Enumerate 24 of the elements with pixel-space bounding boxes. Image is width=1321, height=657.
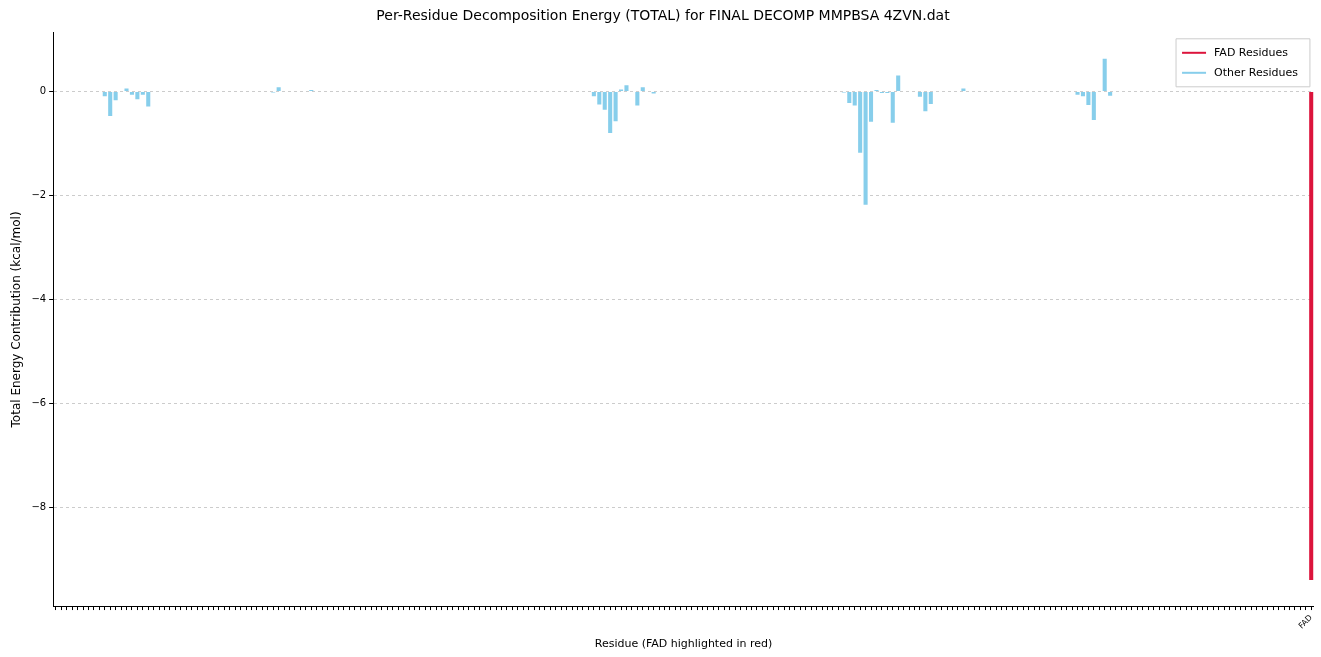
bar xyxy=(640,87,645,92)
chart-title: Per-Residue Decomposition Energy (TOTAL) for FINAL DECOMP MMPBSA 4ZVN.dat xyxy=(376,7,951,24)
bar xyxy=(1108,92,1113,96)
y-tick-label: −6 xyxy=(31,396,47,408)
bar xyxy=(124,88,129,92)
bar xyxy=(613,92,618,122)
bar xyxy=(896,75,901,92)
y-tick-label: −8 xyxy=(31,500,47,512)
bar xyxy=(1091,92,1096,121)
legend-label: Other Residues xyxy=(1214,65,1299,79)
bar xyxy=(276,87,281,92)
x-axis-title: Residue (FAD highlighted in red) xyxy=(594,637,773,651)
legend-label: FAD Residues xyxy=(1214,45,1289,59)
bar xyxy=(113,92,118,101)
y-axis-title: Total Energy Contribution (kcal/mol) xyxy=(9,211,24,429)
y-tick-label: −2 xyxy=(31,189,47,201)
y-tick-label: −4 xyxy=(31,293,47,305)
bar xyxy=(1309,92,1314,581)
bar xyxy=(928,92,933,104)
y-tick-label: 0 xyxy=(39,85,47,97)
bar xyxy=(961,88,966,92)
bar xyxy=(1102,58,1107,92)
bar xyxy=(890,92,895,123)
bar xyxy=(635,92,640,106)
